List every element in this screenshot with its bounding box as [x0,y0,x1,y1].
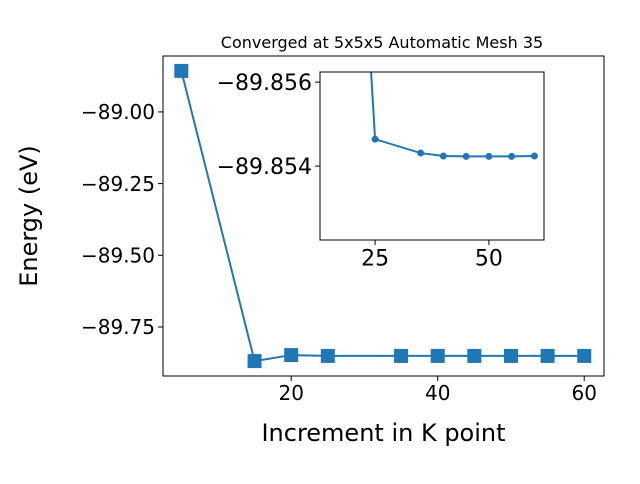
series-line [180,70,585,363]
x-tick-label: 40 [425,381,450,405]
x-tick-label: 20 [278,381,303,405]
marker [320,348,335,363]
chart-title: Converged at 5x5x5 Automatic Mesh 35 [221,33,543,52]
x-tick-label: 25 [361,247,389,272]
marker [540,348,555,363]
x-axis-label: Increment in K point [261,419,505,447]
y-tick-label: −89.856 [217,71,312,96]
marker [394,348,409,363]
marker [462,152,470,160]
y-tick-label: −89.25 [81,172,155,196]
marker [371,135,379,143]
series-line [370,72,535,158]
y-tick-label: −89.50 [81,243,155,267]
marker [174,63,189,78]
marker [503,348,518,363]
marker [439,152,447,160]
marker [530,152,538,160]
plot-content [370,72,538,160]
marker [467,348,482,363]
y-tick-label: −89.00 [81,100,155,124]
marker [508,152,516,160]
marker [247,354,262,369]
x-tick-label: 60 [571,381,596,405]
marker [577,348,592,363]
x-tick-label: 50 [475,247,503,272]
axes-frame [319,71,545,241]
marker [430,348,445,363]
plot-content [174,63,592,369]
y-axis-label: Energy (eV) [15,145,43,287]
marker [284,348,299,363]
marker [417,149,425,157]
y-tick-label: −89.75 [81,315,155,339]
y-tick-label: −89.854 [217,155,312,180]
axes-frame [162,55,605,377]
marker [485,152,493,160]
